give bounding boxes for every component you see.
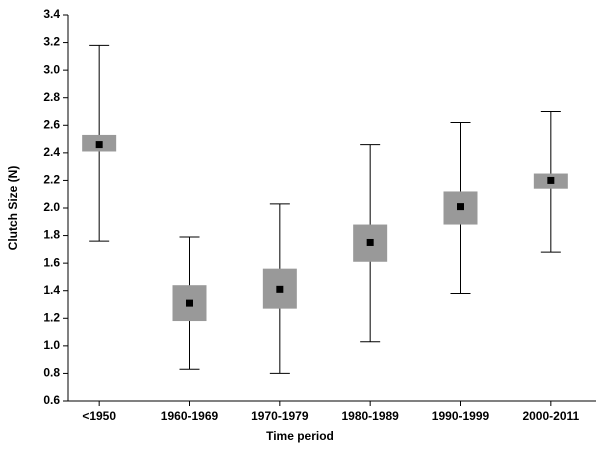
x-axis-label: Time period	[266, 429, 334, 443]
y-axis-label: Clutch Size (N)	[6, 166, 20, 251]
x-tick-label: <1950	[82, 409, 116, 423]
mean-marker	[276, 285, 284, 293]
mean-marker	[457, 203, 464, 211]
y-tick-label: 1.8	[43, 228, 60, 242]
mean-marker	[366, 238, 374, 246]
mean-marker	[186, 299, 193, 307]
y-tick-label: 1.6	[43, 255, 60, 269]
x-tick-label: 1980-1989	[341, 409, 399, 423]
y-tick-label: 0.8	[43, 366, 60, 380]
x-tick-label: 1990-1999	[432, 409, 490, 423]
y-tick-label: 1.4	[43, 283, 60, 297]
y-tick-label: 3.2	[43, 35, 60, 49]
y-tick-label: 2.2	[43, 173, 60, 187]
mean-marker	[95, 141, 103, 149]
y-tick-label: 1.2	[43, 310, 60, 324]
y-tick-label: 3.0	[43, 62, 60, 76]
x-tick-label: 2000-2011	[522, 409, 579, 423]
y-tick-label: 2.8	[43, 90, 60, 104]
y-tick-label: 3.4	[43, 7, 60, 21]
x-tick-label: 1970-1979	[251, 409, 309, 423]
x-tick-label: 1960-1969	[161, 409, 219, 423]
y-tick-label: 2.0	[43, 200, 60, 214]
y-tick-label: 2.6	[43, 117, 60, 131]
y-tick-label: 0.6	[43, 393, 60, 407]
y-tick-label: 2.4	[43, 145, 60, 159]
y-tick-label: 1.0	[43, 338, 60, 352]
mean-marker	[547, 176, 555, 184]
